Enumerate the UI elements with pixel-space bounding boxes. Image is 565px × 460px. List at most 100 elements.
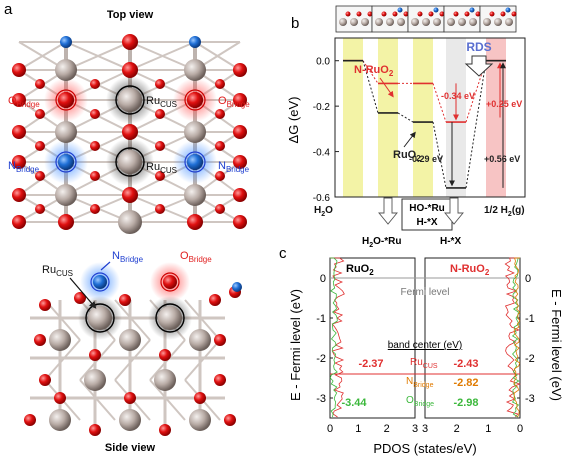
o-atom: [233, 125, 247, 139]
o-atom: [453, 11, 459, 17]
pdos-ytick-left: -3: [316, 393, 326, 405]
ru-atom: [361, 18, 369, 26]
o-atom: [90, 79, 100, 89]
o-atom: [12, 93, 26, 107]
pdos-ruo2-title: RuO2: [346, 263, 374, 277]
ru-atom: [189, 329, 211, 351]
o-atom: [233, 63, 247, 77]
o-atom: [511, 11, 517, 17]
o-atom: [367, 11, 373, 17]
side-view-title: Side view: [105, 442, 156, 454]
energy-connector: [465, 60, 487, 188]
label-ru-cus-top2: RuCUS: [146, 161, 177, 175]
n-atom: [397, 7, 403, 13]
o-atom: [215, 79, 225, 89]
plot-frame: [334, 37, 526, 198]
ru-atom: [55, 184, 77, 206]
ru-atom: [494, 18, 502, 26]
ru-atom: [411, 18, 419, 26]
o-atom: [224, 414, 236, 426]
o-atom: [187, 214, 203, 230]
o-atom: [215, 141, 225, 151]
o-atom: [24, 414, 36, 426]
panel-b-structure-strip: [335, 5, 517, 33]
label-n-bridge-right: NBridge: [218, 160, 250, 174]
o-bridge-atom: [58, 92, 74, 108]
o-atom: [58, 214, 74, 230]
svg-text:OBridge: OBridge: [218, 95, 250, 109]
pdos-ytick-right: -2: [525, 353, 535, 365]
side-arrow-ru: [69, 277, 97, 309]
rds-arrow: [464, 55, 494, 77]
pdos-ylabel-right: E - Fermi level (eV): [549, 289, 564, 401]
svg-text:RuO2: RuO2: [346, 263, 374, 277]
o-atom: [89, 349, 101, 361]
o-atom: [392, 11, 398, 17]
pdos-chart: 0 0 -1 -1 -2 -2 -3 -3 0 1 2 3 3 2 1 0: [316, 257, 535, 435]
n-bridge-label: NBridge: [406, 376, 434, 389]
step-h-x: H-*X: [416, 217, 437, 228]
pdos-ytick-left: -2: [316, 353, 326, 365]
ru-atom: [433, 18, 441, 26]
pdos-curve: [511, 257, 520, 418]
n-atom: [60, 36, 72, 48]
svg-text:NBridge: NBridge: [8, 160, 40, 174]
step-h2o-ru: H2O-*Ru: [362, 236, 401, 249]
n-ruo2-pointer: [379, 77, 394, 98]
bond: [44, 339, 81, 381]
energy-connector: [432, 121, 447, 189]
step-band: [343, 38, 363, 197]
o-atom: [159, 424, 171, 436]
pdos-xtick-left: 1: [355, 423, 361, 435]
ring-n-bridge: [55, 151, 77, 173]
side-view-structure: [24, 262, 242, 436]
pdos-ytick-right: -3: [525, 393, 535, 405]
o-atom: [155, 109, 165, 119]
ru-atom: [350, 18, 358, 26]
val-ru-left: -2.37: [358, 358, 383, 370]
ru-atom: [469, 18, 477, 26]
ring-o-bridge: [55, 89, 77, 111]
o-atom: [90, 141, 100, 151]
ru-cus-atom: [88, 306, 112, 330]
val-o-left: -3.44: [341, 397, 367, 409]
y-tick-label: -0.4: [313, 148, 331, 159]
o-atom: [12, 63, 26, 77]
o-atom: [155, 171, 165, 181]
n-atom: [189, 36, 201, 48]
pdos-xtick-right: 2: [454, 423, 460, 435]
svg-text:N-RuO2: N-RuO2: [450, 263, 490, 277]
o-atom: [356, 11, 362, 17]
energy-connector: [362, 60, 379, 84]
svg-text:RuO2: RuO2: [393, 149, 421, 163]
o-atom: [35, 171, 45, 181]
ru-atom: [55, 121, 77, 143]
ru-atom: [458, 18, 466, 26]
svg-text:RuCUS: RuCUS: [42, 264, 73, 278]
ru-atom: [119, 409, 141, 431]
bond: [79, 379, 116, 421]
val-ru-right: -2.43: [453, 358, 478, 370]
label-ru-cus-top1: RuCUS: [146, 95, 177, 109]
bond: [65, 41, 131, 71]
panel-c-label: c: [279, 245, 287, 262]
o-atom: [35, 141, 45, 151]
ru-atom: [118, 210, 142, 234]
ruo2-label: RuO2: [393, 149, 421, 163]
y-tick-label: -0.2: [313, 102, 331, 113]
o-atom: [122, 187, 138, 203]
svg-text:NBridge: NBridge: [218, 160, 250, 174]
panel-a-label: a: [4, 1, 13, 18]
bond: [114, 299, 151, 341]
o-atom: [214, 334, 226, 346]
val-n-right: -2.82: [453, 377, 478, 389]
o-atom: [155, 79, 165, 89]
step-band: [486, 38, 506, 197]
o-atom: [119, 294, 131, 306]
o-atom: [12, 125, 26, 139]
o-atom: [90, 109, 100, 119]
step-half-h2: 1/2 H2(g): [484, 205, 525, 218]
o-atom: [39, 299, 51, 311]
ring-ru-cus: [115, 147, 145, 177]
